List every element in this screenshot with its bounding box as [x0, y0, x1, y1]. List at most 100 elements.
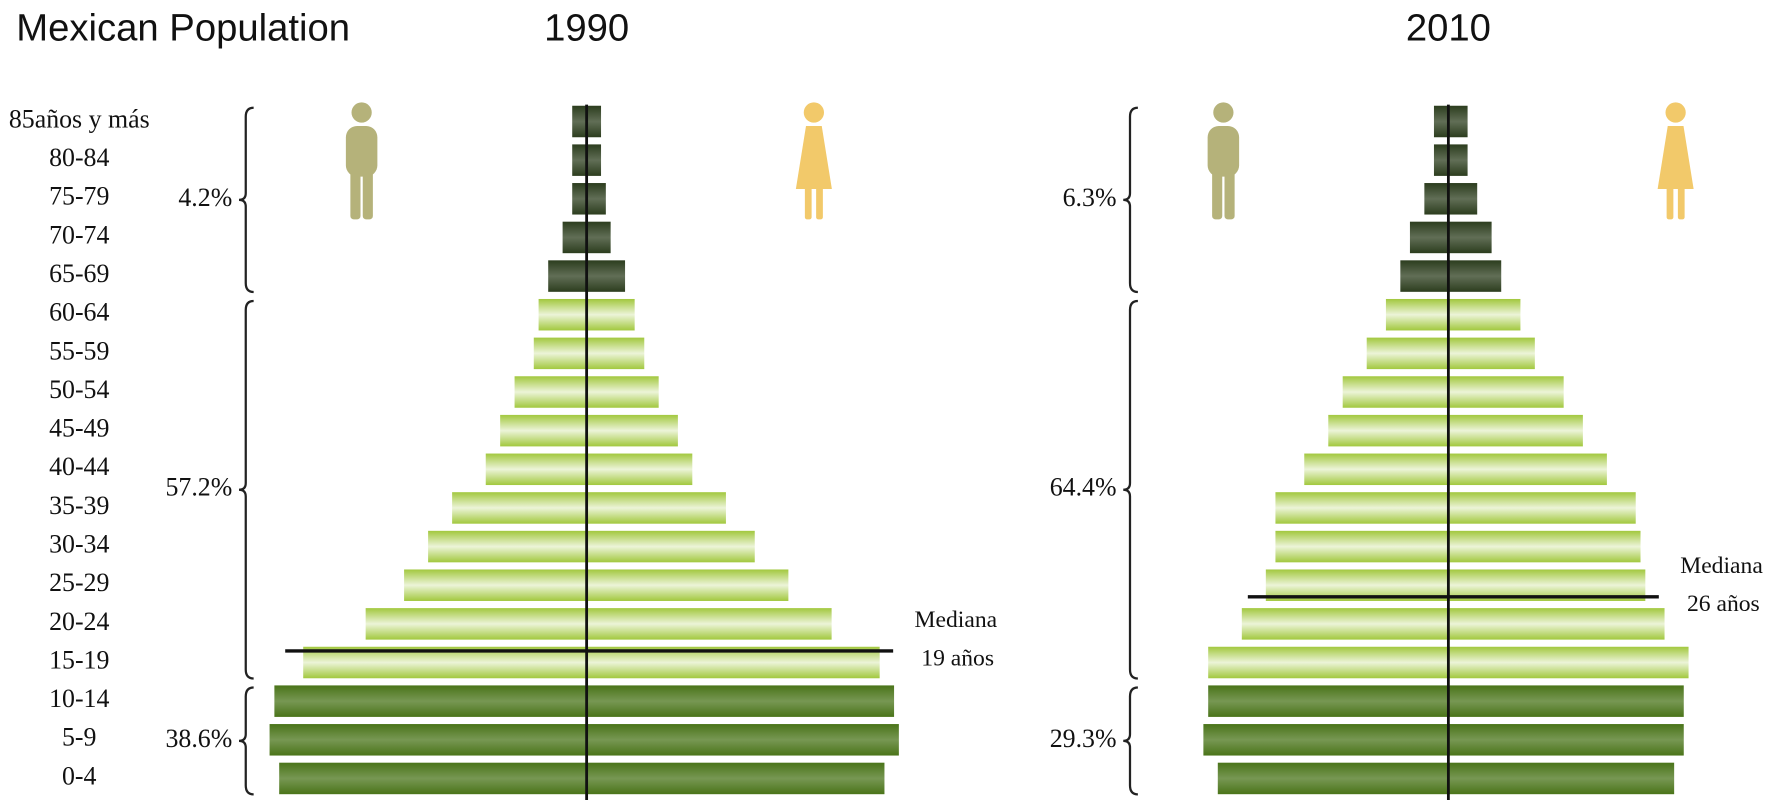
male-bar	[428, 530, 587, 563]
female-bar	[1448, 608, 1665, 640]
group-bracket	[238, 106, 254, 294]
icon-leg	[1677, 185, 1685, 220]
male-bar	[1241, 608, 1449, 640]
female-bar	[1448, 724, 1684, 756]
chart-title: 2010	[1406, 6, 1491, 49]
female-bar	[1448, 762, 1675, 795]
male-bar	[1385, 298, 1449, 331]
male-bar	[548, 260, 587, 292]
female-bar	[586, 183, 606, 215]
male-bar	[1400, 260, 1449, 292]
male-bar	[274, 685, 587, 717]
category-label: 20-24	[49, 607, 109, 636]
icon-body	[345, 126, 378, 177]
group-label: 57.2%	[165, 473, 232, 502]
male-bar	[452, 492, 587, 524]
female-bar	[1448, 376, 1564, 408]
category-label: 15-19	[49, 645, 109, 674]
group-label: 4.2%	[178, 183, 232, 212]
male-bar	[1208, 685, 1449, 717]
median-label: Mediana	[1680, 553, 1763, 579]
male-bar	[1217, 762, 1449, 795]
group-bracket	[1123, 106, 1138, 294]
male-bar	[269, 724, 587, 756]
male-bar	[1433, 144, 1449, 176]
group-label: 38.6%	[165, 724, 232, 753]
male-bar	[562, 221, 587, 254]
category-label: 10-14	[49, 684, 109, 713]
male-bar	[485, 453, 587, 486]
group-bracket	[238, 299, 254, 680]
icon-leg	[1212, 168, 1223, 220]
icon-head	[1665, 102, 1686, 123]
category-label: 50-54	[49, 375, 109, 404]
female-bar	[1448, 646, 1689, 679]
median-label: 19 años	[921, 645, 994, 671]
male-bar	[1275, 492, 1449, 524]
category-label: 55-59	[49, 336, 109, 365]
male-bar	[572, 105, 587, 138]
female-icon	[795, 102, 832, 220]
female-bar	[1448, 105, 1468, 138]
female-bar	[586, 608, 832, 640]
male-bar	[404, 569, 587, 601]
male-bar	[1328, 414, 1449, 447]
female-bar	[586, 337, 645, 370]
icon-leg	[1224, 168, 1235, 220]
icon-head	[351, 102, 372, 123]
male-bar	[279, 762, 587, 795]
icon-head	[803, 102, 824, 123]
median-label: 26 años	[1687, 591, 1760, 617]
female-bar	[1448, 183, 1478, 215]
male-bar	[1424, 183, 1449, 215]
icon-leg	[362, 168, 373, 220]
female-bar	[1448, 337, 1535, 370]
female-bar	[1448, 453, 1607, 486]
male-icon	[1207, 102, 1240, 220]
group-bracket	[238, 686, 254, 796]
male-bar	[572, 144, 587, 176]
category-label: 65-69	[49, 259, 109, 288]
male-bar	[538, 298, 587, 331]
icon-leg	[1666, 185, 1674, 220]
female-bar	[586, 260, 626, 292]
icon-dress	[1657, 126, 1694, 189]
male-bar	[1366, 337, 1449, 370]
chart-title: 1990	[544, 6, 629, 49]
male-bar	[1208, 646, 1449, 679]
male-bar	[533, 337, 587, 370]
page-title: Mexican Population	[16, 6, 350, 49]
male-bar	[500, 414, 587, 447]
female-bar	[586, 530, 755, 563]
female-bar	[1448, 260, 1502, 292]
group-bracket	[1123, 686, 1138, 796]
female-bar	[586, 453, 693, 486]
female-bar	[586, 569, 789, 601]
category-label: 30-34	[49, 530, 109, 559]
median-label: Mediana	[915, 607, 998, 633]
female-bar	[586, 685, 895, 717]
male-bar	[572, 183, 587, 215]
female-bar	[1448, 530, 1641, 563]
category-label: 25-29	[49, 568, 109, 597]
male-bar	[1275, 530, 1449, 563]
icon-dress	[795, 126, 832, 189]
group-bracket	[1123, 299, 1138, 680]
category-label: 75-79	[49, 182, 109, 211]
category-label: 45-49	[49, 414, 109, 443]
female-bar	[1448, 492, 1636, 524]
icon-body	[1207, 126, 1240, 177]
icon-leg	[350, 168, 361, 220]
male-bar	[1409, 221, 1449, 254]
female-bar	[1448, 144, 1468, 176]
category-label: 0-4	[62, 761, 97, 790]
category-label: 35-39	[49, 491, 109, 520]
female-bar	[586, 492, 726, 524]
female-bar	[586, 144, 602, 176]
category-label: 40-44	[49, 452, 109, 481]
female-bar	[1448, 685, 1684, 717]
icon-leg	[816, 185, 823, 220]
female-bar	[1448, 414, 1583, 447]
female-bar	[586, 298, 635, 331]
